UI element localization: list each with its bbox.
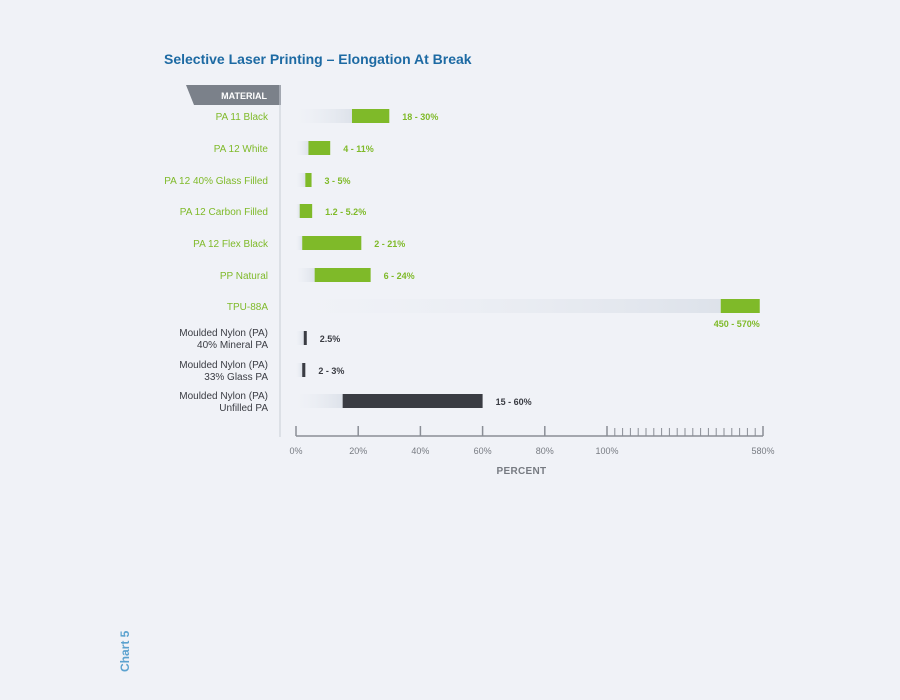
bar-range — [303, 331, 307, 345]
x-tick-label: 0% — [289, 446, 302, 456]
bar-range — [720, 299, 760, 313]
bar-range — [342, 394, 483, 408]
x-axis-title: PERCENT — [497, 466, 547, 477]
bar-range — [299, 204, 313, 218]
category-label-line2: Unfilled PA — [219, 403, 268, 414]
bar-fade — [296, 299, 721, 313]
material-header: MATERIAL — [221, 91, 267, 101]
bar-range — [302, 363, 306, 377]
data-label: 1.2 - 5.2% — [325, 207, 366, 217]
bar-range — [305, 173, 312, 187]
bar-fade — [296, 173, 306, 187]
x-tick-label: 80% — [536, 446, 554, 456]
category-label: PA 12 40% Glass Filled — [164, 176, 268, 187]
category-label: PA 12 Flex Black — [193, 239, 269, 250]
data-label: 15 - 60% — [496, 397, 532, 407]
bar-fade — [296, 363, 303, 377]
x-tick-label: 20% — [349, 446, 367, 456]
bar-range — [308, 141, 331, 155]
bar-range — [302, 236, 362, 250]
x-tick-label: 100% — [595, 446, 618, 456]
bar-fade — [296, 141, 309, 155]
category-label-line2: 33% Glass PA — [204, 372, 268, 383]
data-label: 450 - 570% — [714, 319, 760, 329]
category-label: Moulded Nylon (PA) — [179, 360, 268, 371]
bar-range — [314, 268, 371, 282]
bar-fade — [296, 331, 304, 345]
bar-fade — [296, 236, 303, 250]
category-label: Moulded Nylon (PA) — [179, 328, 268, 339]
bar-fade — [296, 394, 343, 408]
category-label-line2: 40% Mineral PA — [197, 340, 268, 351]
category-label: PA 11 Black — [216, 112, 269, 123]
material-header-bg — [186, 85, 281, 105]
chart-title: Selective Laser Printing – Elongation At… — [164, 51, 472, 67]
bar-fade — [296, 109, 352, 123]
bar-fade — [296, 204, 300, 218]
data-label: 2.5% — [320, 334, 341, 344]
data-label: 2 - 21% — [374, 239, 405, 249]
category-label: TPU-88A — [227, 302, 268, 313]
data-label: 2 - 3% — [318, 366, 344, 376]
x-tick-label: 40% — [411, 446, 429, 456]
x-tick-label: 580% — [751, 446, 774, 456]
data-label: 4 - 11% — [343, 144, 374, 154]
bar-range — [351, 109, 390, 123]
bar-fade — [296, 268, 315, 282]
data-label: 3 - 5% — [325, 176, 351, 186]
x-tick-label: 60% — [474, 446, 492, 456]
category-label: PA 12 Carbon Filled — [180, 207, 268, 218]
category-label: Moulded Nylon (PA) — [179, 391, 268, 402]
category-label: PA 12 White — [214, 144, 269, 155]
category-label: PP Natural — [220, 271, 268, 282]
data-label: 6 - 24% — [384, 271, 415, 281]
data-label: 18 - 30% — [402, 112, 438, 122]
chart-number-label: Chart 5 — [118, 630, 132, 672]
